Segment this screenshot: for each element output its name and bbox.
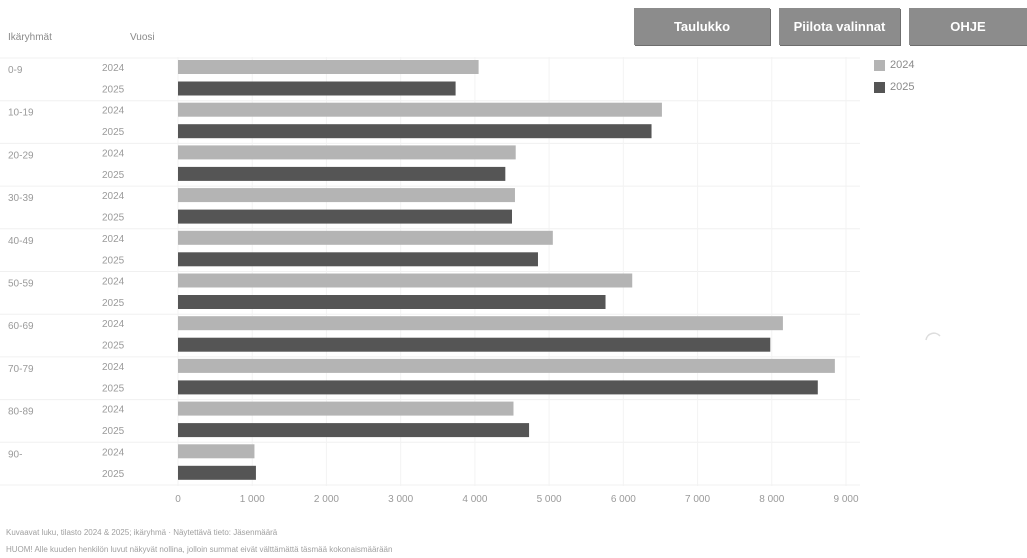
- legend-swatch-2024: [874, 59, 885, 71]
- x-tick-label: 0: [175, 494, 181, 505]
- hide-selections-button[interactable]: Piilota valinnat: [779, 8, 900, 45]
- year-label: 2025: [102, 298, 125, 309]
- category-label: 70-79: [8, 364, 34, 375]
- age-group-header: Ikäryhmät: [8, 32, 52, 43]
- x-tick-label: 1 000: [240, 494, 265, 505]
- bar-2024: [178, 145, 516, 160]
- category-label: 90-: [8, 449, 22, 460]
- category-label: 30-39: [8, 193, 34, 204]
- bar-2025: [178, 423, 530, 438]
- year-label: 2025: [102, 341, 125, 352]
- year-label: 2024: [102, 405, 125, 416]
- category-label: 60-69: [8, 321, 34, 332]
- category-label: 10-19: [8, 108, 34, 119]
- year-label: 2025: [102, 127, 125, 138]
- year-label: 2024: [102, 447, 125, 458]
- bar-2024: [178, 230, 553, 245]
- loading-spinner-icon: [925, 332, 941, 341]
- category-label: 40-49: [8, 236, 34, 247]
- x-tick-label: 9 000: [833, 494, 858, 505]
- year-label: 2025: [102, 469, 125, 480]
- bar-2024: [178, 358, 835, 373]
- year-label: 2025: [102, 170, 125, 181]
- bar-2025: [178, 124, 652, 139]
- bar-2024: [178, 273, 633, 288]
- footnote-warning: HUOM! Alle kuuden henkilön luvut näkyvät…: [6, 545, 393, 554]
- year-label: 2024: [102, 106, 125, 117]
- bar-2024: [178, 188, 515, 203]
- bar-2024: [178, 316, 783, 331]
- year-label: 2024: [102, 319, 125, 330]
- legend-swatch-2025: [874, 81, 885, 93]
- year-label: 2024: [102, 277, 125, 288]
- year-label: 2025: [102, 383, 125, 394]
- bar-2024: [178, 102, 662, 117]
- bar-2025: [178, 81, 456, 96]
- bar-2025: [178, 209, 512, 224]
- footnote-source: Kuvaavat luku, tilasto 2024 & 2025; ikär…: [6, 528, 278, 537]
- year-label: 2025: [102, 213, 125, 224]
- category-label: 50-59: [8, 279, 34, 290]
- bar-2025: [178, 295, 606, 309]
- x-tick-label: 3 000: [388, 494, 413, 505]
- legend-item-2025[interactable]: 2025: [874, 81, 914, 93]
- help-button[interactable]: OHJE: [909, 8, 1027, 45]
- bar-2024: [178, 60, 479, 74]
- year-label: 2024: [102, 191, 125, 202]
- x-tick-label: 2 000: [314, 494, 339, 505]
- x-tick-label: 7 000: [685, 494, 710, 505]
- year-label: 2024: [102, 63, 125, 74]
- category-label: 20-29: [8, 150, 34, 161]
- bar-2025: [178, 465, 256, 480]
- x-tick-label: 6 000: [611, 494, 636, 505]
- bar-2024: [178, 444, 255, 459]
- bar-2025: [178, 337, 771, 352]
- category-label: 0-9: [8, 65, 23, 76]
- bar-2025: [178, 380, 818, 395]
- year-label: 2024: [102, 362, 125, 373]
- year-label: 2025: [102, 426, 125, 437]
- bar-2025: [178, 252, 538, 267]
- year-label: 2025: [102, 255, 125, 266]
- year-header: Vuosi: [130, 32, 155, 43]
- year-label: 2025: [102, 85, 125, 96]
- bar-2024: [178, 401, 514, 416]
- bar-2025: [178, 166, 506, 181]
- legend-label-2025: 2025: [890, 81, 915, 93]
- x-tick-label: 5 000: [537, 494, 562, 505]
- table-button[interactable]: Taulukko: [634, 8, 770, 45]
- legend-item-2024[interactable]: 2024: [874, 59, 914, 71]
- legend-label-2024: 2024: [890, 59, 915, 71]
- year-label: 2024: [102, 148, 125, 159]
- category-label: 80-89: [8, 407, 34, 418]
- x-tick-label: 8 000: [759, 494, 784, 505]
- x-tick-label: 4 000: [462, 494, 487, 505]
- year-label: 2024: [102, 234, 125, 245]
